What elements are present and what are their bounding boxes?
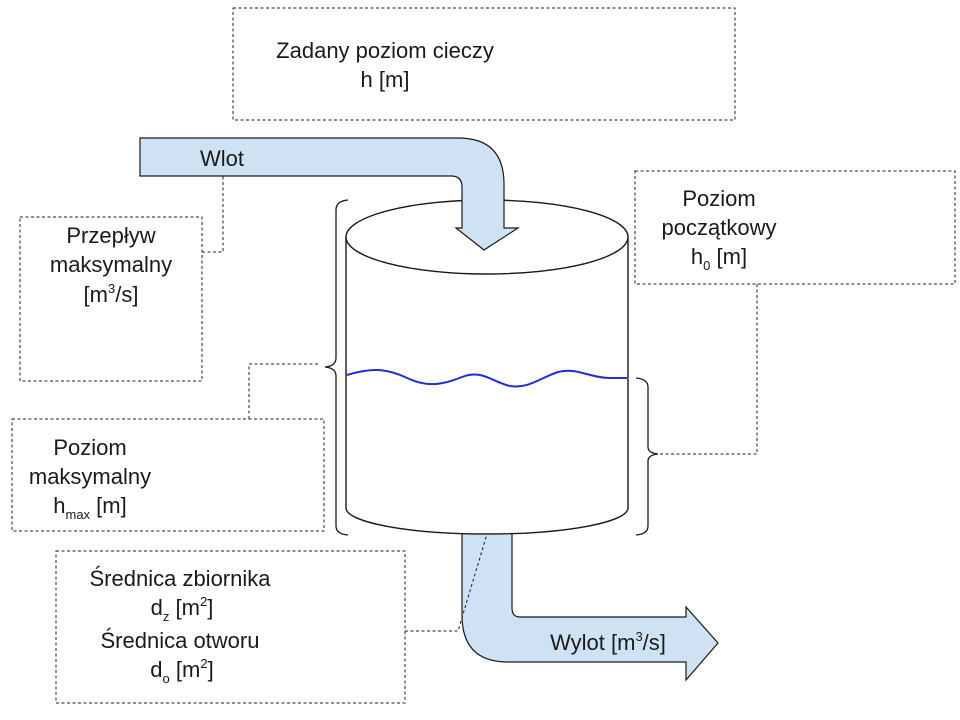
tank bbox=[345, 199, 629, 535]
max-level-label-line1: Poziom bbox=[53, 435, 126, 460]
inlet-pipe bbox=[139, 137, 521, 251]
orifice-diameter-label: Średnica otworu bbox=[101, 628, 260, 653]
max-flow-unit: [m3/s] bbox=[84, 281, 139, 307]
initial-level-symbol: h0 [m] bbox=[691, 244, 747, 273]
max-flow-label-line2: maksymalny bbox=[50, 252, 172, 277]
diameter-leader bbox=[405, 533, 488, 632]
outlet-pipe bbox=[461, 529, 719, 682]
tank-diameter-label: Średnica zbiornika bbox=[90, 566, 272, 591]
max-flow-leader bbox=[202, 176, 224, 253]
orifice-diameter-symbol: do [m2] bbox=[150, 656, 213, 686]
setpoint-label-line1: Zadany poziom cieczy bbox=[276, 38, 494, 63]
max-level-leader bbox=[248, 363, 320, 419]
tank-diameter-symbol: dz [m2] bbox=[151, 594, 214, 624]
initial-level-label-line1: Poziom bbox=[682, 186, 755, 211]
initial-level-box bbox=[634, 170, 956, 285]
tank-body bbox=[345, 236, 629, 535]
inlet-label: Wlot bbox=[200, 146, 244, 171]
setpoint-box bbox=[232, 7, 736, 121]
setpoint-label-line2: h [m] bbox=[361, 67, 410, 92]
water-surface-line bbox=[346, 369, 627, 388]
max-flow-box bbox=[19, 216, 203, 382]
max-level-box bbox=[11, 418, 325, 532]
max-level-symbol: hmax [m] bbox=[53, 493, 126, 522]
max-level-brace bbox=[324, 199, 349, 536]
diameter-box bbox=[55, 550, 406, 704]
initial-level-leader bbox=[660, 284, 758, 455]
outlet-label: Wylot [m3/s] bbox=[550, 629, 666, 655]
max-flow-label-line1: Przepływ bbox=[66, 223, 155, 248]
max-level-label-line2: maksymalny bbox=[29, 464, 151, 489]
initial-level-label-line2: początkowy bbox=[662, 215, 777, 240]
initial-level-brace bbox=[635, 377, 659, 536]
